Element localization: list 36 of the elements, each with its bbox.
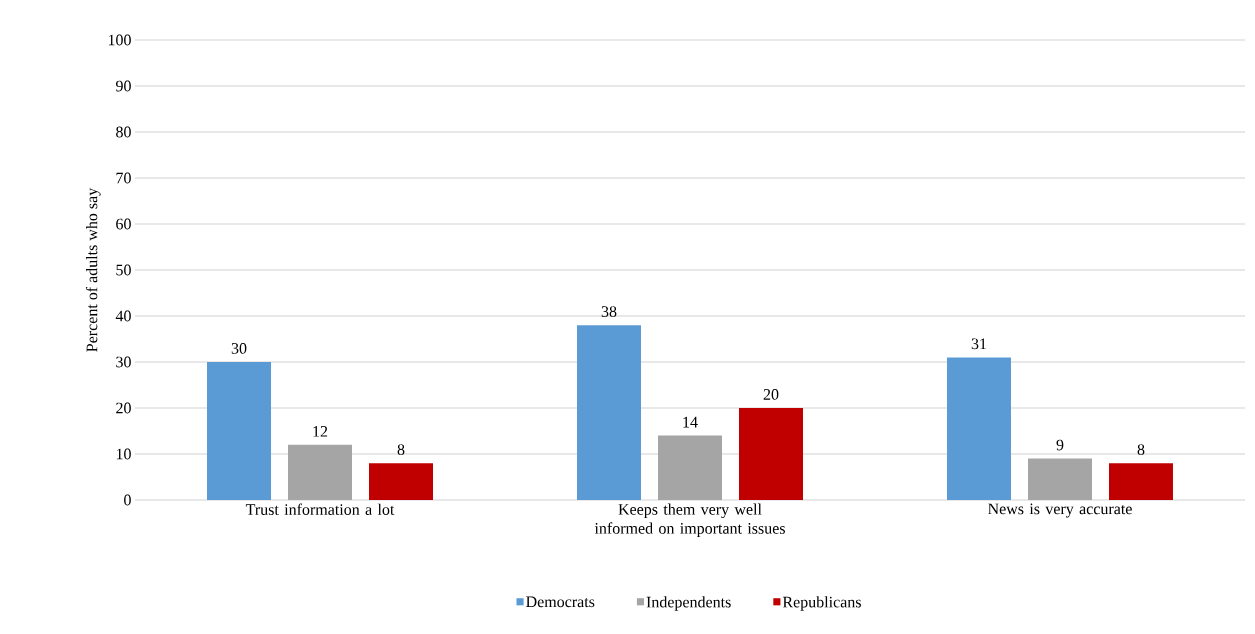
y-tick-label: 20: [116, 402, 131, 414]
legend-label: Republicans: [782, 596, 861, 611]
bar: [207, 361, 272, 500]
bar: [288, 444, 353, 500]
bar: [1027, 458, 1092, 500]
y-tick-label: 70: [116, 172, 131, 184]
data-label: 8: [397, 444, 405, 455]
data-label: 9: [1056, 439, 1064, 451]
bar: [577, 325, 641, 500]
y-tick-label: 0: [124, 494, 131, 506]
data-label: 38: [601, 306, 617, 317]
bar: [369, 463, 434, 500]
bar: [946, 357, 1011, 500]
x-tick-label: Trust information a lot: [245, 503, 395, 515]
y-tick-label: 30: [116, 356, 131, 368]
x-tick-label: News is very accurate: [988, 503, 1132, 518]
y-tick-label: 40: [115, 310, 131, 322]
y-tick-label: 60: [116, 218, 131, 230]
data-label: 14: [683, 416, 698, 428]
bar: [739, 407, 803, 500]
y-tick-label: 90: [116, 80, 131, 92]
x-tick-label: Keeps them very well informed on important issues: [594, 503, 785, 538]
data-label: 12: [313, 426, 328, 437]
y-tick-label: 80: [116, 126, 131, 138]
bar: [658, 435, 722, 500]
data-label: 20: [763, 389, 779, 400]
y-axis-title: Percent of adults who say: [85, 187, 101, 352]
legend-label: Democrats: [526, 596, 595, 608]
data-label: 8: [1137, 444, 1145, 455]
legend-label: Independents: [646, 596, 731, 611]
y-tick-label: 10: [116, 448, 131, 460]
bar: [1108, 463, 1173, 500]
y-tick-label: 50: [116, 264, 131, 276]
data-label: 30: [231, 343, 247, 354]
y-tick-label: 100: [108, 34, 131, 46]
data-label: 31: [971, 338, 987, 350]
